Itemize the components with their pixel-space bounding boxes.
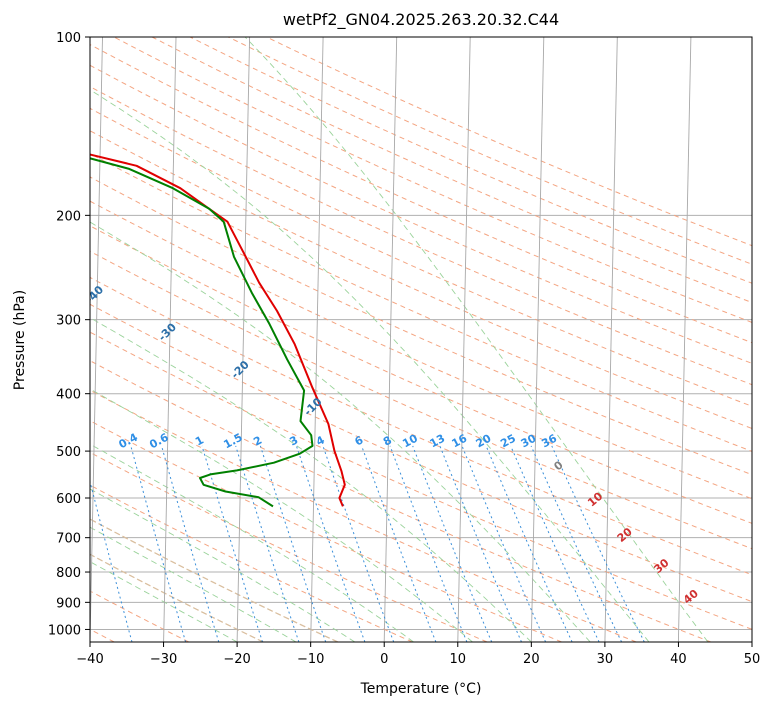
reference-adiabat-line: [90, 518, 339, 642]
x-axis-label: Temperature (°C): [360, 681, 482, 697]
x-tick-label: 10: [450, 652, 467, 667]
y-tick-label: 400: [56, 388, 81, 403]
dry-adiabat-line: [90, 331, 752, 630]
y-tick-label: 500: [56, 445, 81, 460]
y-tick-label: 900: [56, 596, 81, 611]
data-series: [90, 153, 346, 508]
mixing-ratio-lines: [90, 445, 645, 642]
dry-adiabat-line: [90, 303, 752, 603]
y-tick-label: 300: [56, 314, 81, 329]
y-tick-label: 1000: [48, 623, 81, 638]
isotherm-line: [90, 37, 103, 642]
y-tick-label: 200: [56, 209, 81, 224]
x-tick-label: 40: [670, 652, 687, 667]
y-tick-label: 100: [56, 31, 81, 46]
mixing-ratio-line: [90, 479, 133, 642]
moist-adiabat-line: [90, 317, 532, 642]
x-tick-label: 50: [744, 652, 761, 667]
dewpoint-profile-line: [90, 157, 314, 508]
mixing-ratio-label: 25: [498, 432, 518, 451]
mixing-ratio-line: [361, 445, 437, 642]
dry-adiabat-line: [90, 276, 752, 576]
x-tick-label: 20: [523, 652, 540, 667]
dry-adiabat-line: [90, 176, 752, 476]
mixing-ratio-label: 16: [450, 432, 470, 451]
mixing-ratio-line: [412, 445, 493, 642]
temperature-profile-line: [90, 153, 346, 507]
moist-adiabat-line: [90, 443, 414, 642]
dry-adiabat-line: [189, 37, 752, 284]
dry-adiabat-line: [90, 64, 752, 364]
dry-adiabat-line: [90, 484, 413, 642]
y-tick-label: 800: [56, 566, 81, 581]
moist-adiabat-line: [90, 221, 591, 642]
mixing-ratio-line: [130, 445, 187, 642]
dry-adiabat-line: [90, 107, 752, 407]
dry-adiabat-line: [90, 360, 711, 642]
mixing-ratio-line: [201, 445, 263, 642]
isotherm-line: [457, 37, 471, 642]
isotherm-line: [604, 37, 618, 642]
moist-adiabat-line: [244, 37, 709, 642]
y-axis-ticks: 100 200 300 400 500 600 700 800 900 1000: [48, 31, 90, 638]
mixing-ratio-line: [439, 445, 522, 642]
isotherm-line: [530, 37, 545, 642]
pressure-gridlines: [90, 37, 752, 630]
moist-adiabat-line: [90, 89, 650, 642]
y-tick-label: 600: [56, 492, 81, 507]
mixing-ratio-label: 20: [474, 432, 494, 451]
mixing-ratio-label: 13: [428, 432, 448, 451]
mixing-ratio-label: 30: [519, 432, 539, 451]
mixing-ratio-line: [235, 445, 300, 642]
isotherm-line: [310, 37, 324, 642]
dry-adiabat-line: [90, 43, 752, 344]
y-axis-label: Pressure (hPa): [12, 290, 28, 390]
x-tick-label: −30: [150, 652, 177, 667]
mixing-ratio-line: [161, 445, 220, 642]
mixing-ratio-label: 36: [539, 432, 559, 451]
dry-adiabat-line: [266, 37, 752, 247]
x-tick-label: 30: [597, 652, 614, 667]
isotherm-line: [236, 37, 251, 642]
isotherm-line: [677, 37, 692, 642]
mixing-ratio-line: [510, 445, 600, 642]
dry-adiabat-line: [90, 152, 752, 452]
chart-title: wetPf2_GN04.2025.263.20.32.C44: [283, 10, 559, 30]
isotherm-line: [383, 37, 398, 642]
moist-adiabat-line: [90, 488, 356, 642]
mixing-ratio-label: 10: [400, 432, 420, 451]
x-axis-ticks: −40 −30 −20 −10 0 10 20 30 40 50: [76, 642, 760, 667]
mixing-ratio-line: [461, 445, 547, 642]
mixing-ratio-line: [389, 445, 468, 642]
x-tick-label: −10: [297, 652, 324, 667]
mixing-ratio-line: [530, 445, 623, 642]
dry-adiabat-line: [90, 130, 752, 430]
isotherms: [90, 37, 752, 642]
moist-adiabats: [90, 37, 709, 642]
x-tick-label: −20: [223, 652, 250, 667]
plot-frame: [89, 36, 753, 643]
dry-adiabat-line: [90, 250, 752, 550]
mixing-ratio-line: [551, 445, 645, 642]
mixing-ratio-line: [485, 445, 573, 642]
x-tick-label: 0: [380, 652, 388, 667]
y-tick-label: 700: [56, 532, 81, 547]
x-tick-label: −40: [76, 652, 103, 667]
isotherm-line: [163, 37, 177, 642]
